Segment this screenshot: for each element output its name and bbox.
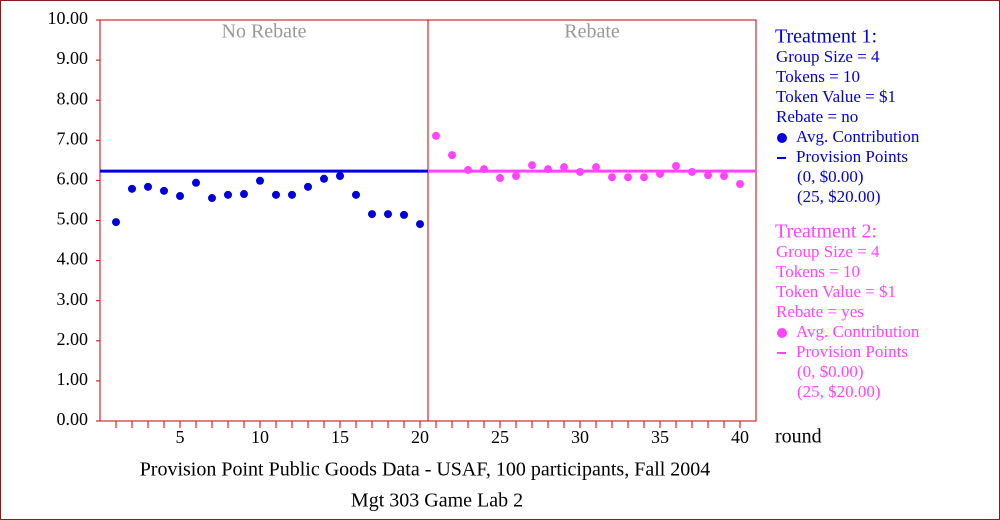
legend-line-point: (25, $20.00) [797,187,881,206]
data-point [160,186,168,195]
data-point [512,171,520,180]
data-point [736,180,744,189]
data-point [480,165,488,174]
x-tick-label: 5 [176,427,185,447]
legend-detail: Tokens = 10 [776,67,860,86]
y-tick-label: 0.00 [57,409,89,429]
data-point [288,190,296,199]
y-tick-label: 4.00 [57,249,89,269]
y-tick-label: 8.00 [57,88,89,108]
x-axis-label: round [775,426,822,448]
y-tick-label: 10.00 [48,8,89,28]
data-point [192,178,200,187]
data-point [496,173,504,182]
legend-marker [777,133,787,143]
legend-detail: Rebate = yes [776,302,864,321]
data-point [544,165,552,174]
x-tick-label: 15 [331,427,349,447]
legend-title: Treatment 1: [775,26,877,48]
data-point [688,167,696,176]
panel-label: No Rebate [222,21,307,43]
data-point [528,161,536,170]
legend-line-label: Provision Points [796,147,908,166]
y-tick-label: 2.00 [57,329,89,349]
data-point [304,182,312,191]
data-point [464,165,472,174]
x-tick-label: 40 [731,427,749,447]
y-tick-label: 7.00 [57,128,89,148]
legend-detail: Token Value = $1 [776,87,896,106]
data-point [176,192,184,201]
y-tick-label: 3.00 [57,289,89,309]
x-tick-label: 20 [411,427,429,447]
data-point [352,190,360,199]
legend-detail: Token Value = $1 [776,282,896,301]
data-point [240,190,248,199]
y-tick-label: 1.00 [57,369,89,389]
data-point [640,173,648,182]
x-tick-label: 25 [491,427,509,447]
legend-detail: Rebate = no [776,107,858,126]
data-point [208,194,216,203]
data-point [144,182,152,191]
legend-line-point: (0, $0.00) [797,167,864,186]
legend-line-point: (25, $20.00) [797,382,881,401]
x-tick-label: 35 [651,427,669,447]
chart-title: Provision Point Public Goods Data - USAF… [140,459,711,481]
data-point [272,190,280,199]
data-point [320,174,328,183]
data-point [576,167,584,176]
legend-detail: Group Size = 4 [776,242,880,261]
data-point [416,220,424,229]
data-point [368,210,376,219]
x-tick-label: 10 [251,427,269,447]
data-point [560,163,568,172]
data-point [400,210,408,219]
data-point [656,169,664,178]
data-point [256,176,264,185]
legend-marker-label: Avg. Contribution [796,322,920,341]
chart-subtitle: Mgt 303 Game Lab 2 [351,490,523,512]
data-point [128,184,136,193]
legend-marker [777,328,787,338]
data-point [608,173,616,182]
data-point [624,173,632,182]
data-point [592,163,600,172]
panel-label: Rebate [564,21,620,43]
data-point [720,171,728,180]
legend-detail: Group Size = 4 [776,47,880,66]
y-tick-label: 9.00 [57,48,89,68]
legend-detail: Tokens = 10 [776,262,860,281]
legend-title: Treatment 2: [775,221,877,243]
data-point [672,161,680,170]
data-point [384,210,392,219]
x-tick-label: 30 [571,427,589,447]
data-point [448,151,456,160]
data-point [336,171,344,180]
data-point [432,131,440,140]
y-tick-label: 5.00 [57,209,89,229]
legend-marker-label: Avg. Contribution [796,127,920,146]
legend-line-point: (0, $0.00) [797,362,864,381]
data-point [112,218,120,227]
data-point [224,190,232,199]
data-point [704,171,712,180]
legend-line-label: Provision Points [796,342,908,361]
y-tick-label: 6.00 [57,169,89,189]
